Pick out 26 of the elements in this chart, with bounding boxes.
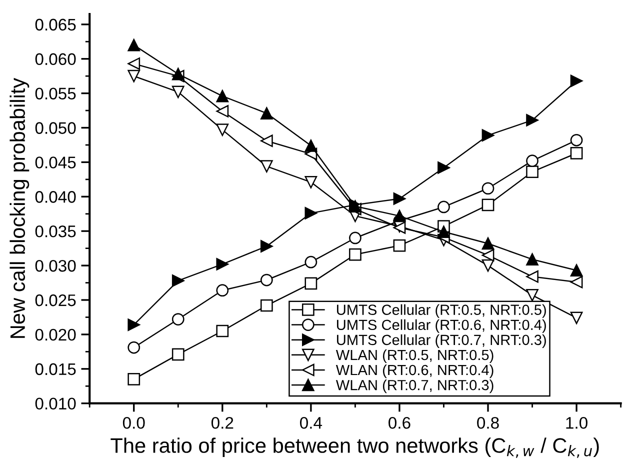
x-tick-label: 1.0 xyxy=(566,416,588,429)
legend-label: WLAN (RT:0.5, NRT:0.5) xyxy=(336,349,494,364)
y-tick-label: 0.055 xyxy=(35,88,76,100)
y-tick-label: 0.020 xyxy=(35,328,76,341)
y-tick-label: 0.050 xyxy=(35,122,76,134)
x-tick-label: 0.4 xyxy=(300,416,322,429)
legend-label: UMTS Cellular (RT:0.6, NRT:0.4) xyxy=(337,319,546,333)
y-tick-label: 0.010 xyxy=(35,398,76,410)
y-tick-label: 0.060 xyxy=(35,53,76,66)
legend-label: UMTS Cellular (RT:0.5, NRT:0.5) xyxy=(337,304,546,318)
x-tick-label: 0.6 xyxy=(388,416,410,429)
y-tick-label: 0.015 xyxy=(35,363,76,376)
y-tick-label: 0.045 xyxy=(35,156,76,168)
x-tick-label: 0.8 xyxy=(477,416,499,429)
x-tick-label: 0.0 xyxy=(122,416,145,429)
y-tick-label: 0.040 xyxy=(35,191,76,203)
y-tick-label: 0.065 xyxy=(35,18,76,31)
y-axis-title: New call blocking probability xyxy=(10,78,30,338)
legend-label: UMTS Cellular (RT:0.7, NRT:0.3) xyxy=(337,334,546,348)
y-tick-label: 0.035 xyxy=(35,226,76,238)
y-tick-label: 0.025 xyxy=(35,294,76,306)
x-tick-label: 0.2 xyxy=(211,416,234,429)
x-axis-title: The ratio of price between two networks (C$_{k,w}$ / C$_{k,u}$) xyxy=(110,438,599,458)
legend-label: WLAN (RT:0.6, NRT:0.4) xyxy=(336,364,494,378)
y-tick-label: 0.030 xyxy=(35,260,76,272)
legend-label: WLAN (RT:0.7, NRT:0.3) xyxy=(336,380,494,394)
